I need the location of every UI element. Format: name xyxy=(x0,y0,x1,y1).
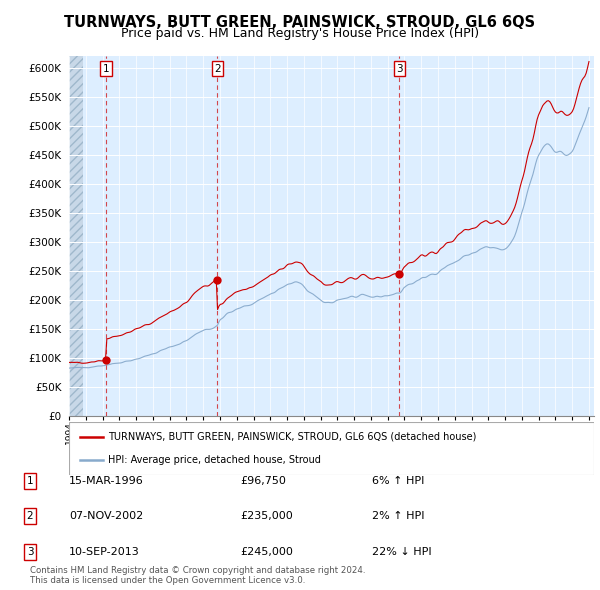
Text: £235,000: £235,000 xyxy=(240,512,293,521)
Bar xyxy=(69,56,83,416)
Text: 1: 1 xyxy=(26,476,34,486)
Text: Contains HM Land Registry data © Crown copyright and database right 2024.
This d: Contains HM Land Registry data © Crown c… xyxy=(30,566,365,585)
Text: 1: 1 xyxy=(103,64,109,74)
Text: HPI: Average price, detached house, Stroud: HPI: Average price, detached house, Stro… xyxy=(109,455,321,465)
Text: 2% ↑ HPI: 2% ↑ HPI xyxy=(372,512,425,521)
Text: 10-SEP-2013: 10-SEP-2013 xyxy=(69,547,140,556)
Text: 15-MAR-1996: 15-MAR-1996 xyxy=(69,476,144,486)
Text: £245,000: £245,000 xyxy=(240,547,293,556)
Text: 2: 2 xyxy=(214,64,221,74)
Bar xyxy=(69,56,83,416)
Text: Price paid vs. HM Land Registry's House Price Index (HPI): Price paid vs. HM Land Registry's House … xyxy=(121,27,479,40)
FancyBboxPatch shape xyxy=(69,422,594,475)
Text: 3: 3 xyxy=(396,64,403,74)
Text: 6% ↑ HPI: 6% ↑ HPI xyxy=(372,476,424,486)
Text: TURNWAYS, BUTT GREEN, PAINSWICK, STROUD, GL6 6QS: TURNWAYS, BUTT GREEN, PAINSWICK, STROUD,… xyxy=(64,15,536,30)
Text: 3: 3 xyxy=(26,547,34,556)
Text: 2: 2 xyxy=(26,512,34,521)
Text: 22% ↓ HPI: 22% ↓ HPI xyxy=(372,547,431,556)
Text: TURNWAYS, BUTT GREEN, PAINSWICK, STROUD, GL6 6QS (detached house): TURNWAYS, BUTT GREEN, PAINSWICK, STROUD,… xyxy=(109,432,477,442)
Text: £96,750: £96,750 xyxy=(240,476,286,486)
Text: 07-NOV-2002: 07-NOV-2002 xyxy=(69,512,143,521)
